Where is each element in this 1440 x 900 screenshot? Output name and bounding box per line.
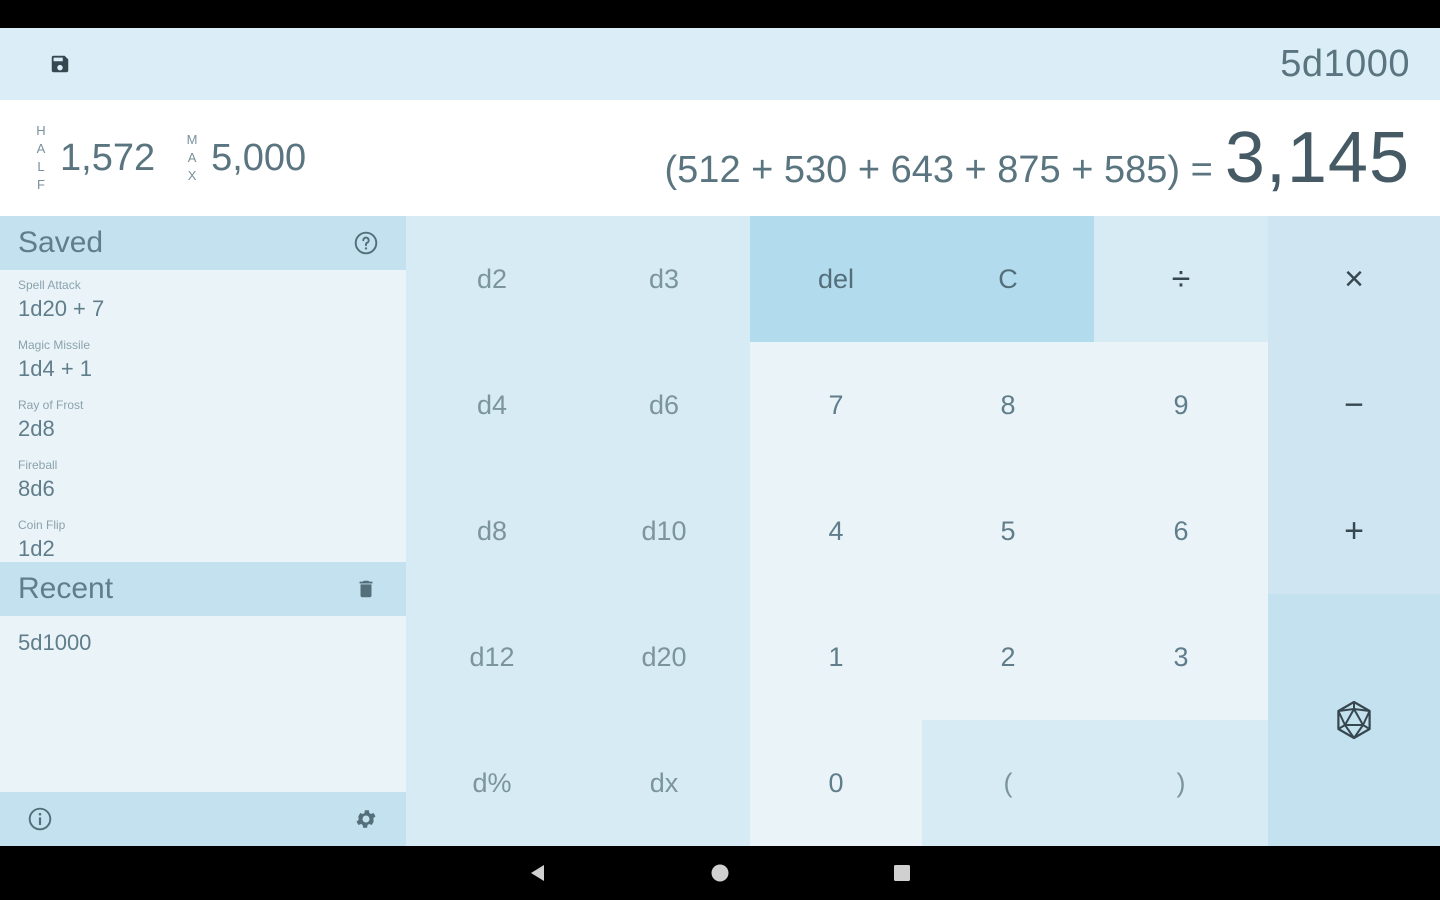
save-icon[interactable] (44, 48, 76, 80)
key-d4[interactable]: d4 (406, 342, 578, 468)
key-d3[interactable]: d3 (578, 216, 750, 342)
key-5[interactable]: 5 (922, 468, 1094, 594)
saved-title: Saved (18, 226, 104, 259)
key-d12[interactable]: d12 (406, 594, 578, 720)
current-expression[interactable]: 5d1000 (1280, 42, 1410, 85)
roll-dice-button[interactable] (1268, 594, 1440, 846)
key-divide[interactable]: ÷ (1094, 216, 1268, 342)
recent-item[interactable]: 5d1000 (18, 630, 92, 655)
key-4[interactable]: 4 (750, 468, 922, 594)
roll-total: 3,145 (1224, 118, 1410, 198)
key-left-paren[interactable]: ( (922, 720, 1094, 846)
saved-item-ray-of-frost[interactable]: Ray of Frost 2d8 (18, 398, 84, 441)
key-d20[interactable]: d20 (578, 594, 750, 720)
navigation-bar (0, 846, 1440, 900)
key-clear[interactable]: C (922, 216, 1094, 342)
info-icon[interactable] (24, 803, 56, 835)
half-stat: H A L F 1,572 (32, 122, 155, 194)
half-label: H A L F (36, 123, 46, 192)
help-icon[interactable] (350, 227, 382, 259)
keypad: d2 d3 del C ÷ × d4 d6 7 8 9 − d8 d10 4 5… (406, 216, 1440, 846)
roll-result: (512 + 530 + 643 + 875 + 585) = 3,145 (665, 117, 1410, 199)
key-6[interactable]: 6 (1094, 468, 1268, 594)
toolbar: 5d1000 (0, 28, 1440, 100)
recent-title: Recent (18, 572, 114, 605)
trash-icon[interactable] (350, 573, 382, 605)
recent-list: 5d1000 (0, 616, 406, 846)
key-d10[interactable]: d10 (578, 468, 750, 594)
key-8[interactable]: 8 (922, 342, 1094, 468)
key-9[interactable]: 9 (1094, 342, 1268, 468)
saved-item-fireball[interactable]: Fireball 8d6 (18, 458, 58, 501)
saved-header: Saved (0, 216, 406, 270)
key-0[interactable]: 0 (750, 720, 922, 846)
recents-icon[interactable] (882, 853, 922, 893)
sidebar: Saved Spell Attack 1d20 + 7 Magic Missil… (0, 216, 406, 846)
key-right-paren[interactable]: ) (1094, 720, 1268, 846)
recent-header: Recent (0, 562, 406, 616)
gear-icon[interactable] (350, 803, 382, 835)
roll-breakdown: (512 + 530 + 643 + 875 + 585) = (664, 149, 1213, 191)
key-multiply[interactable]: × (1268, 216, 1440, 342)
saved-item-spell-attack[interactable]: Spell Attack 1d20 + 7 (18, 278, 105, 321)
key-7[interactable]: 7 (750, 342, 922, 468)
key-2[interactable]: 2 (922, 594, 1094, 720)
key-minus[interactable]: − (1268, 342, 1440, 468)
saved-item-coin-flip[interactable]: Coin Flip 1d2 (18, 518, 66, 561)
key-plus[interactable]: + (1268, 468, 1440, 594)
home-icon[interactable] (700, 853, 740, 893)
key-3[interactable]: 3 (1094, 594, 1268, 720)
key-d-percent[interactable]: d% (406, 720, 578, 846)
key-d6[interactable]: d6 (578, 342, 750, 468)
half-value: 1,572 (60, 136, 156, 179)
d20-dice-icon (1337, 700, 1371, 740)
key-dx[interactable]: dx (578, 720, 750, 846)
status-bar (0, 0, 1440, 28)
key-delete[interactable]: del (750, 216, 922, 342)
max-label: M A X (186, 132, 198, 183)
back-icon[interactable] (518, 853, 558, 893)
saved-item-magic-missile[interactable]: Magic Missile 1d4 + 1 (18, 338, 93, 381)
max-stat: M A X 5,000 (183, 131, 307, 185)
max-value: 5,000 (211, 136, 307, 179)
result-bar: H A L F 1,572 M A X 5,000 (512 + 530 + 6… (0, 100, 1440, 216)
sidebar-footer (0, 792, 406, 846)
key-d8[interactable]: d8 (406, 468, 578, 594)
saved-list: Spell Attack 1d20 + 7 Magic Missile 1d4 … (0, 270, 406, 562)
key-1[interactable]: 1 (750, 594, 922, 720)
key-d2[interactable]: d2 (406, 216, 578, 342)
